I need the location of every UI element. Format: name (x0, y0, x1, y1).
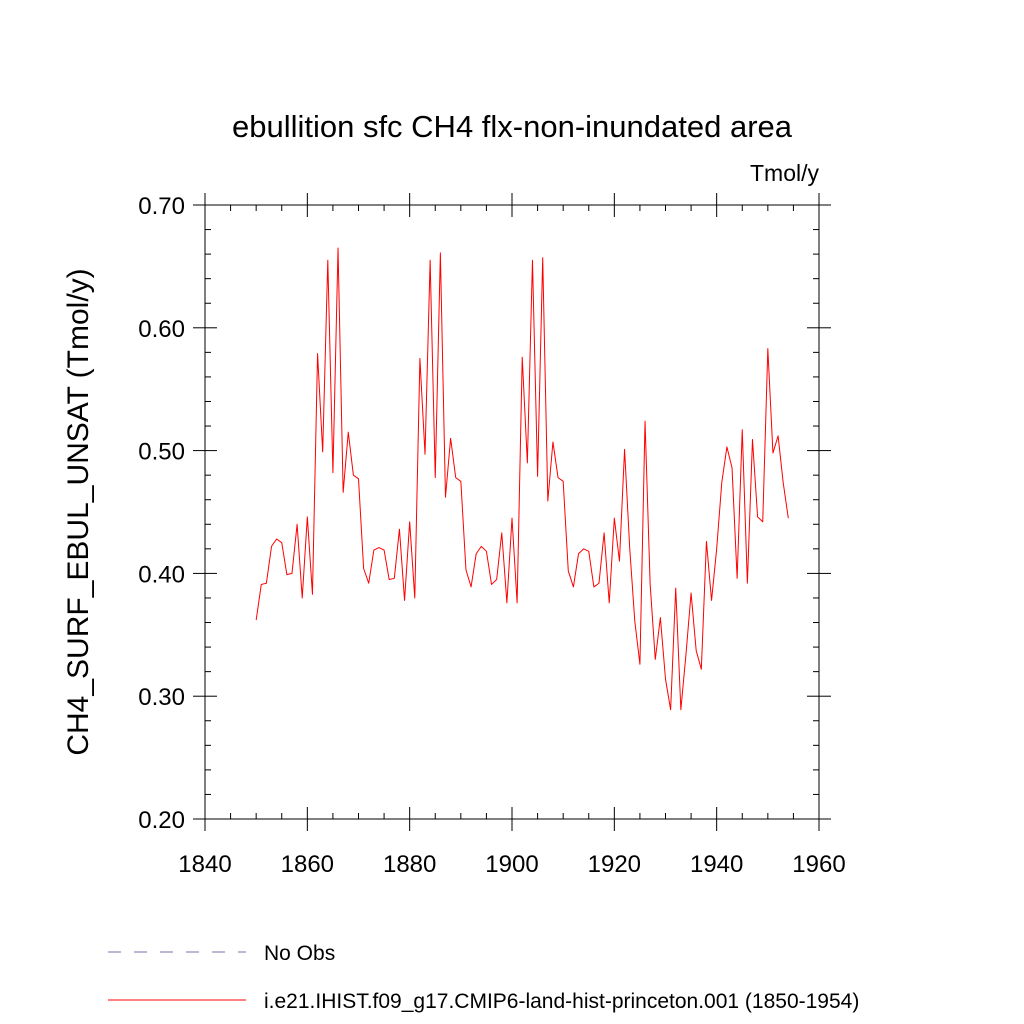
y-tick-label: 0.50 (138, 439, 185, 466)
y-tick-label: 0.20 (138, 807, 185, 834)
series-line-1 (255, 247, 789, 711)
plot-frame (204, 204, 820, 820)
x-tick-label: 1860 (281, 851, 334, 878)
y-tick-label: 0.60 (138, 316, 185, 343)
legend-label-no-obs: No Obs (264, 942, 335, 965)
units-label: Tmol/y (750, 160, 820, 186)
x-tick-label: 1940 (690, 851, 743, 878)
series-layer (255, 247, 789, 711)
legend: No Obs i.e21.IHIST.f09_g17.CMIP6-land-hi… (108, 942, 859, 1013)
y-axis-label: CH4_SURF_EBUL_UNSAT (Tmol/y) (62, 268, 95, 755)
x-tick-label: 1900 (485, 851, 538, 878)
y-tick-label: 0.70 (138, 193, 185, 220)
chart-title: ebullition sfc CH4 flx-non-inundated are… (232, 109, 793, 144)
y-tick-label: 0.30 (138, 684, 185, 711)
x-tick-label: 1920 (588, 851, 641, 878)
x-tick-label: 1960 (792, 851, 845, 878)
x-tick-label: 1840 (178, 851, 231, 878)
y-tick-label: 0.40 (138, 561, 185, 588)
axis-tick-labels: 1840 1860 1880 1900 1920 1940 1960 0.20 0.30 0.40… (138, 193, 845, 878)
axis-ticks (193, 193, 831, 831)
legend-label-model-run: i.e21.IHIST.f09_g17.CMIP6-land-hist-prin… (264, 990, 859, 1013)
x-tick-label: 1880 (383, 851, 436, 878)
